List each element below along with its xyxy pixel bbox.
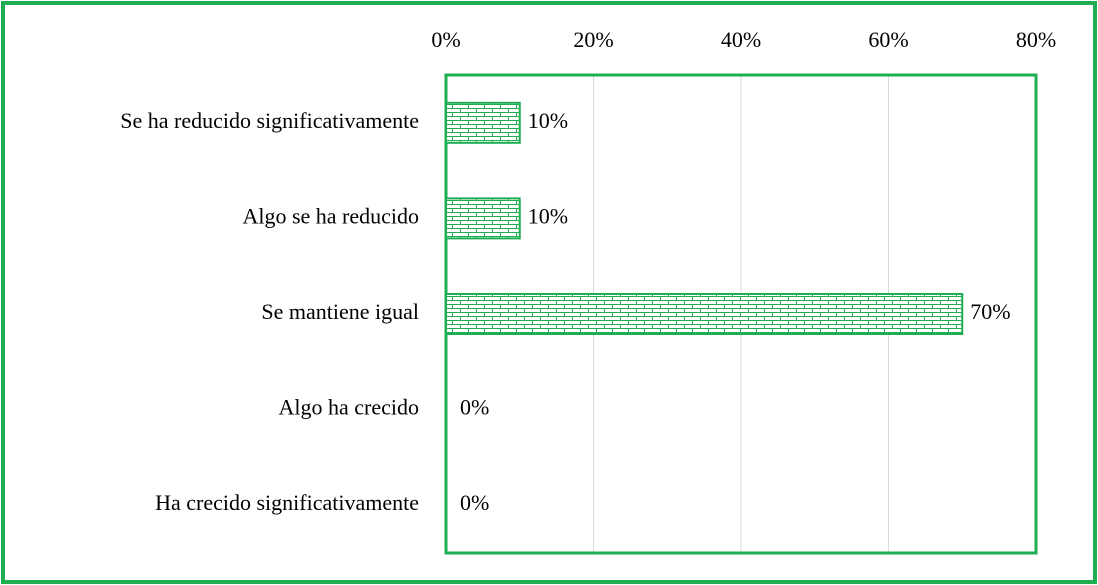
bar: [445, 197, 521, 240]
y-tick-label: Se ha reducido significativamente: [120, 108, 419, 133]
y-tick-label: Algo se ha reducido: [242, 203, 419, 228]
x-tick-label: 40%: [721, 27, 761, 52]
x-tick-label: 20%: [573, 27, 613, 52]
x-tick-label: 0%: [431, 27, 460, 52]
value-label: 0%: [460, 490, 489, 515]
bar: [445, 293, 964, 335]
value-label: 10%: [528, 108, 568, 133]
bar: [445, 101, 521, 144]
value-label: 70%: [970, 299, 1010, 324]
value-label: 0%: [460, 395, 489, 420]
x-tick-label: 60%: [868, 27, 908, 52]
y-tick-label: Algo ha crecido: [279, 395, 420, 420]
value-label: 10%: [528, 203, 568, 228]
y-tick-label: Se mantiene igual: [261, 299, 419, 324]
y-tick-label: Ha crecido significativamente: [155, 490, 419, 515]
x-tick-label: 80%: [1016, 27, 1056, 52]
